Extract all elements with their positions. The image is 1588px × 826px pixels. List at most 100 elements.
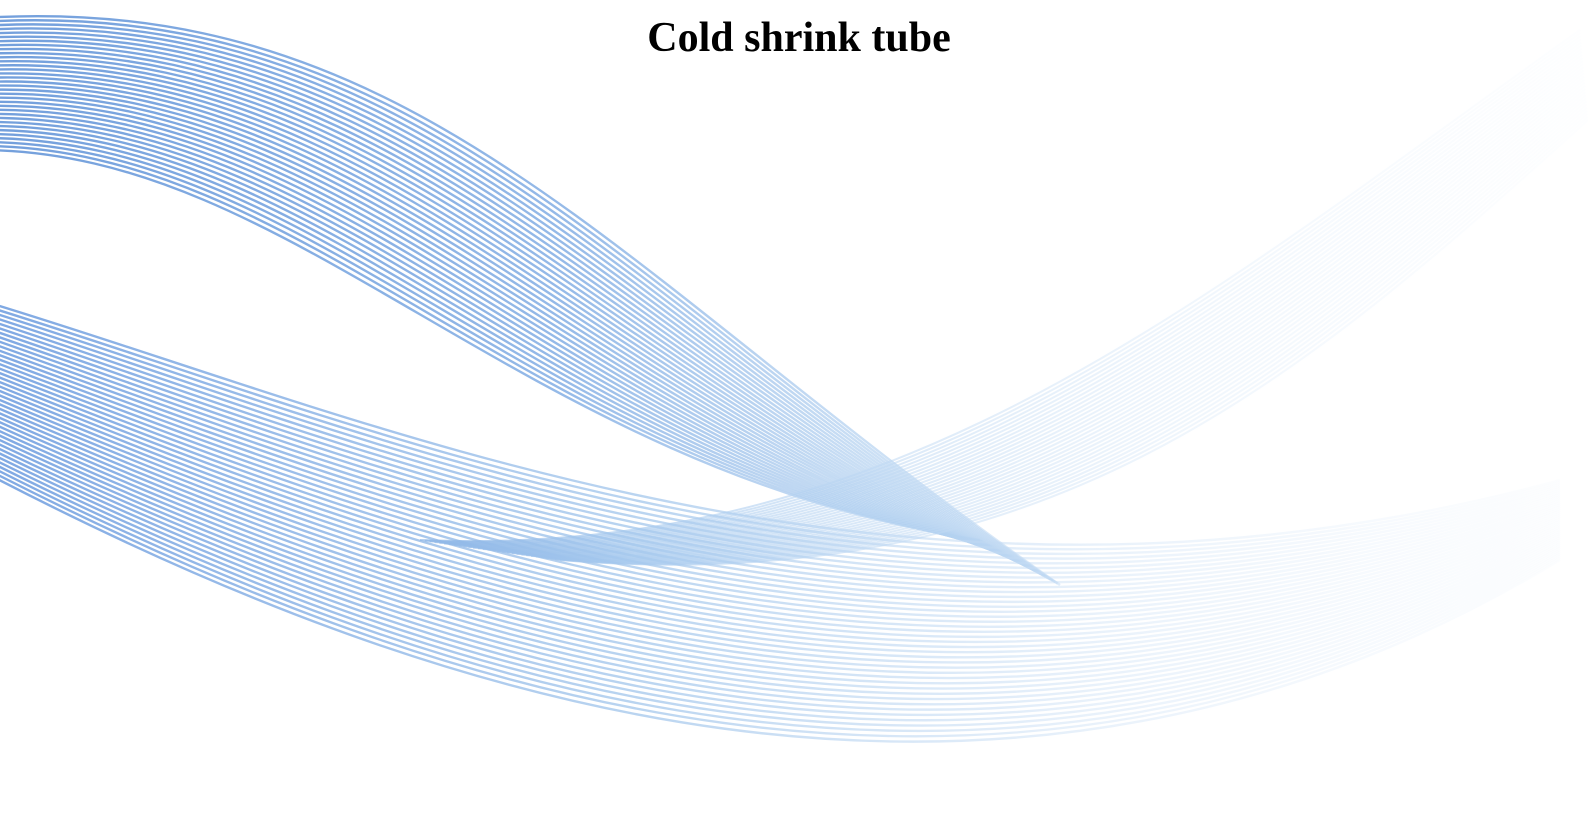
wave-line bbox=[0, 367, 1561, 613]
wave-line bbox=[0, 376, 1561, 623]
wave-line bbox=[550, 113, 1588, 564]
wave-line bbox=[0, 120, 998, 551]
wave-line bbox=[516, 91, 1587, 559]
wave-line bbox=[482, 69, 1585, 553]
wave-line bbox=[468, 60, 1584, 550]
wave-line bbox=[0, 474, 1561, 738]
wave-line bbox=[0, 125, 995, 550]
wave-line bbox=[0, 438, 1561, 695]
wave-line bbox=[502, 81, 1586, 556]
wave-line bbox=[540, 106, 1588, 563]
wave-line bbox=[448, 47, 1583, 547]
wave-line bbox=[0, 51, 1039, 574]
wave-line bbox=[492, 75, 1585, 554]
wave-line bbox=[555, 116, 1588, 565]
wave-line bbox=[424, 32, 1581, 543]
wave-line bbox=[0, 398, 1561, 649]
wave-line bbox=[0, 465, 1561, 727]
wave-line bbox=[0, 96, 1012, 559]
wave-line bbox=[0, 47, 1042, 576]
wave-line bbox=[0, 380, 1561, 628]
wave-line bbox=[0, 27, 1054, 582]
wave-line bbox=[0, 385, 1561, 633]
wave-line bbox=[0, 304, 1561, 546]
wave-line bbox=[0, 55, 1037, 573]
wave-line bbox=[0, 309, 1561, 551]
wave-line bbox=[497, 78, 1586, 555]
wave-line bbox=[0, 452, 1561, 711]
wave-line bbox=[429, 35, 1582, 544]
wave-line bbox=[0, 19, 1059, 585]
wave-line bbox=[0, 100, 1010, 558]
wave-line bbox=[458, 54, 1583, 549]
wave-line bbox=[0, 358, 1561, 604]
wave-line bbox=[0, 23, 1056, 584]
wave-line bbox=[0, 461, 1561, 722]
wave-line bbox=[0, 88, 1017, 562]
wave-line bbox=[0, 394, 1561, 644]
wave-line bbox=[521, 94, 1587, 559]
wave-line bbox=[0, 129, 993, 548]
wave-line bbox=[453, 50, 1583, 548]
wave-line bbox=[0, 318, 1561, 560]
slide-title: Cold shrink tube bbox=[647, 15, 951, 61]
wave-line bbox=[0, 407, 1561, 659]
wave-line bbox=[487, 72, 1585, 554]
wave-line bbox=[0, 141, 986, 544]
wave-line bbox=[0, 371, 1561, 618]
wave-line bbox=[0, 112, 1003, 554]
wave-line bbox=[0, 362, 1561, 609]
wave-line bbox=[559, 119, 1588, 566]
wave-line bbox=[434, 38, 1582, 545]
wave-line bbox=[530, 100, 1587, 561]
wave-line bbox=[0, 137, 988, 546]
wave-line bbox=[0, 35, 1049, 580]
lower-wave-band bbox=[0, 304, 1561, 743]
wave-line bbox=[0, 443, 1561, 701]
wave-line bbox=[0, 68, 1029, 569]
wave-line bbox=[0, 416, 1561, 669]
wave-line bbox=[0, 43, 1044, 577]
wave-line bbox=[0, 429, 1561, 685]
wave-line bbox=[0, 456, 1561, 717]
wave-line bbox=[0, 447, 1561, 706]
wave-line bbox=[526, 97, 1587, 560]
wave-line bbox=[439, 41, 1582, 546]
wave-line bbox=[0, 403, 1561, 654]
upper-wave-band bbox=[0, 14, 1061, 586]
wave-line bbox=[0, 354, 1561, 599]
wave-line bbox=[473, 63, 1584, 551]
wave-line bbox=[0, 72, 1027, 567]
wave-line bbox=[0, 116, 1000, 553]
wave-line bbox=[0, 133, 990, 547]
wave-line bbox=[0, 470, 1561, 733]
wave-line bbox=[0, 389, 1561, 639]
wave-line bbox=[0, 412, 1561, 664]
wave-line bbox=[506, 85, 1586, 557]
wave-line bbox=[463, 57, 1584, 550]
wave-line bbox=[0, 145, 983, 543]
wave-line bbox=[419, 29, 1581, 543]
wave-line bbox=[477, 66, 1584, 552]
wave-line bbox=[0, 14, 1061, 586]
wave-line bbox=[0, 108, 1005, 555]
wave-line bbox=[0, 421, 1561, 675]
wave-line bbox=[0, 39, 1047, 578]
wave-line bbox=[0, 76, 1025, 566]
wave-line bbox=[0, 104, 1008, 557]
wave-line bbox=[0, 478, 1561, 743]
wave-line bbox=[511, 88, 1586, 558]
wave-line bbox=[0, 80, 1022, 565]
wave-line bbox=[0, 149, 981, 542]
rising-wave-band bbox=[419, 29, 1588, 566]
wave-line bbox=[0, 59, 1034, 572]
wave-line bbox=[444, 44, 1582, 546]
wave-line bbox=[0, 313, 1561, 556]
wave-line bbox=[0, 31, 1051, 581]
wave-line bbox=[545, 109, 1588, 564]
wave-line bbox=[0, 84, 1020, 563]
wave-line bbox=[0, 434, 1561, 690]
wave-line bbox=[0, 64, 1032, 570]
